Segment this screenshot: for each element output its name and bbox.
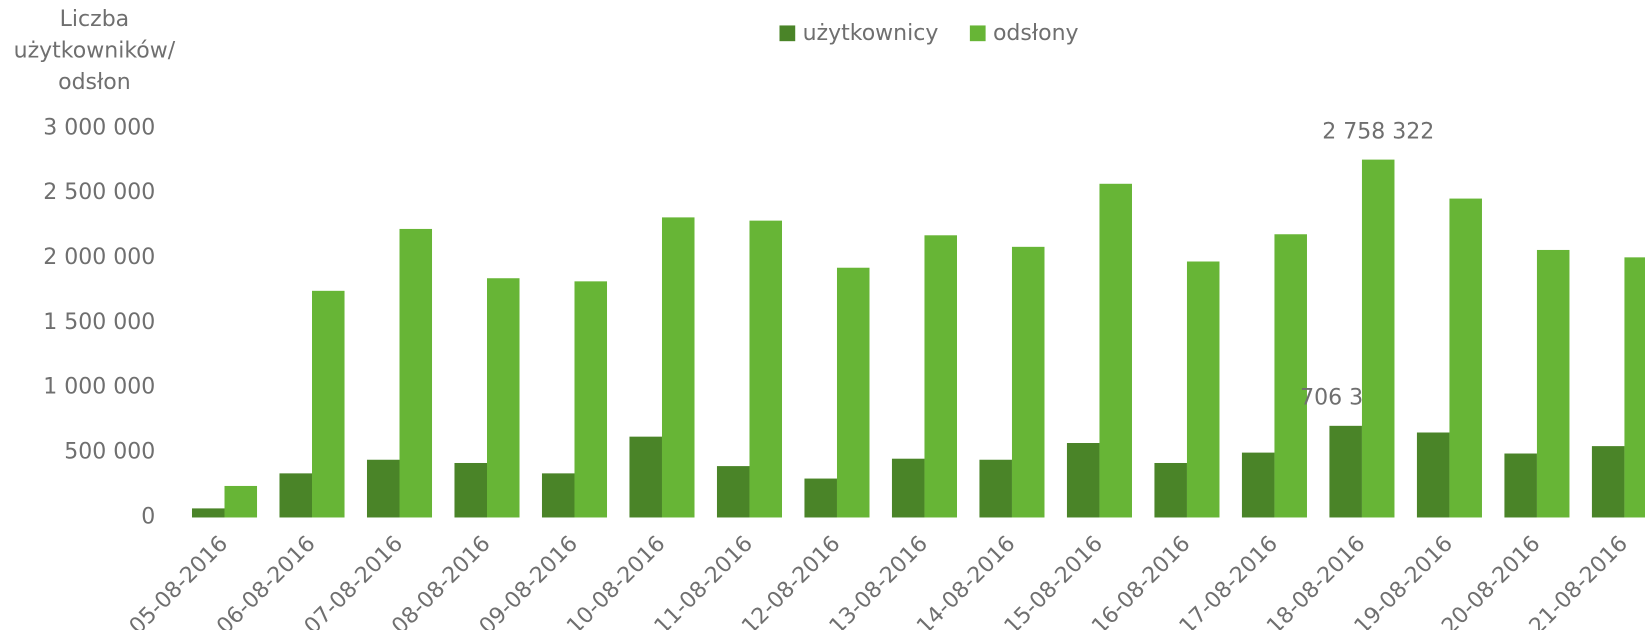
bar <box>1591 446 1625 518</box>
legend-swatch <box>779 25 796 42</box>
bar <box>1329 425 1362 518</box>
bar <box>454 462 487 518</box>
bar <box>279 473 313 518</box>
bar <box>486 278 520 518</box>
bar <box>1361 159 1395 518</box>
bar <box>836 267 870 518</box>
bar <box>1066 443 1100 518</box>
bar <box>574 281 608 518</box>
bar <box>1536 249 1570 518</box>
y-axis-title: Liczba <box>60 7 130 32</box>
bar <box>661 217 695 518</box>
bar <box>1154 462 1187 518</box>
data-label: 2 758 322 <box>1322 119 1434 144</box>
y-axis-title: odsłon <box>58 70 131 95</box>
bar <box>1504 453 1537 518</box>
y-tick-label: 3 000 000 <box>43 115 155 140</box>
y-tick-label: 1 000 000 <box>43 375 155 400</box>
x-tick-label: 05-08-2016 <box>125 531 233 630</box>
bar <box>1416 432 1450 518</box>
bar <box>1274 234 1307 518</box>
bar <box>749 220 783 518</box>
bar <box>541 473 575 518</box>
bar <box>399 228 433 518</box>
bar <box>1449 198 1482 518</box>
y-tick-label: 500 000 <box>64 440 155 465</box>
y-axis-title: użytkowników/ <box>14 39 176 64</box>
bar <box>1011 246 1045 518</box>
bar <box>1624 257 1645 518</box>
y-tick-label: 0 <box>141 504 155 529</box>
bar <box>1186 261 1220 518</box>
bar <box>891 458 925 518</box>
bar <box>629 436 662 518</box>
bar <box>191 508 225 518</box>
y-tick-label: 2 500 000 <box>43 180 155 205</box>
bar <box>979 459 1012 518</box>
y-tick-label: 2 000 000 <box>43 245 155 270</box>
bar <box>224 485 258 518</box>
bar <box>924 235 957 518</box>
bar <box>716 466 750 518</box>
legend-label: użytkownicy <box>803 21 939 46</box>
legend-swatch <box>969 25 986 42</box>
bar <box>1099 183 1132 518</box>
bar <box>1241 452 1275 518</box>
legend-label: odsłony <box>993 21 1079 46</box>
bar <box>312 290 345 518</box>
y-tick-label: 1 500 000 <box>43 310 155 335</box>
bar <box>366 459 400 518</box>
bar <box>804 478 837 518</box>
